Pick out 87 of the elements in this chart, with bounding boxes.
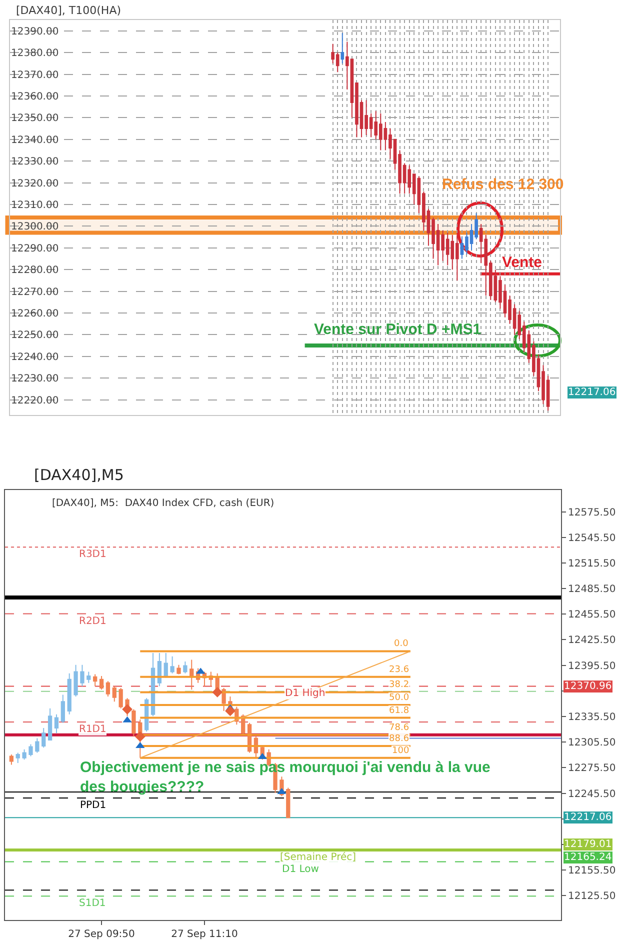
y-tick-label: 12305.50 [568, 738, 616, 749]
series-label: 78.6 [389, 723, 410, 733]
y-tick-label: 12260.00 [11, 308, 59, 320]
candlestick [176, 664, 181, 675]
y-tick-label: 12330.00 [11, 156, 59, 168]
y-tick-label: 12275.50 [568, 763, 616, 774]
candlestick [9, 754, 14, 766]
ref-line-label: PPD1 [80, 800, 106, 811]
ref-line-label: Vente [502, 254, 542, 271]
ref-line-label: Vente sur Pivot D +MS1 [314, 321, 482, 338]
candlestick [132, 708, 136, 738]
chart-title: [DAX40],M5 [34, 466, 124, 484]
text: 12165.24 [564, 852, 612, 863]
series-label: 0.0 [394, 639, 409, 649]
candlestick [106, 680, 110, 697]
text: 12179.01 [564, 839, 612, 850]
x-tick-label: 27 Sep 11:10 [171, 929, 238, 940]
y-tick-label: 12230.00 [11, 374, 59, 385]
candlestick [170, 656, 174, 674]
y-tick-label: 12380.00 [11, 48, 59, 60]
candlestick [340, 32, 344, 64]
candlestick [99, 675, 104, 690]
candlestick [35, 738, 40, 754]
y-tick-label: 12250.00 [11, 330, 59, 342]
candlestick [60, 694, 65, 724]
ref-line-label: R2D1 [79, 616, 106, 627]
candlestick [80, 664, 84, 687]
x-tick-label: 27 Sep 09:50 [68, 929, 135, 940]
candlestick [74, 664, 78, 697]
candlestick [42, 728, 46, 748]
series-label: 88.6 [389, 734, 410, 744]
y-tick-label: 12290.00 [11, 243, 59, 254]
candlestick [86, 671, 91, 684]
y-tick-label: 12335.50 [568, 712, 616, 724]
candlestick [22, 748, 26, 760]
text: 12217.06 [564, 812, 612, 823]
text: 12370.96 [564, 681, 612, 692]
y-tick-label: 12370.00 [11, 70, 59, 81]
y-tick-label: 12360.00 [11, 91, 59, 102]
candlestick [54, 714, 59, 734]
candlestick [112, 686, 116, 702]
y-tick-label: 12155.50 [568, 866, 616, 877]
chart-title: [DAX40], T100(HA) [16, 4, 122, 17]
ref-line-label: R3D1 [79, 549, 106, 560]
candlestick [48, 708, 52, 740]
candlestick [16, 752, 20, 764]
text: 12217.06 [568, 387, 616, 398]
candlestick [118, 687, 123, 709]
y-tick-label: 12425.50 [568, 635, 616, 646]
series-label: 38.2 [389, 680, 410, 690]
annotation: Refus des 12 300 [442, 176, 564, 193]
candlestick [157, 652, 162, 687]
y-tick-label: 12310.00 [11, 200, 59, 211]
y-tick-label: 12545.50 [568, 532, 616, 544]
y-tick-label: 12125.50 [568, 891, 616, 902]
series-label: 50.0 [389, 693, 410, 703]
y-tick-label: 12300.00 [11, 222, 59, 233]
series-label: 61.8 [389, 706, 410, 716]
ref-line-label: [Semaine Préc] [280, 852, 356, 863]
y-tick-label: 12395.50 [568, 660, 616, 672]
y-tick-label: 12350.00 [11, 113, 59, 124]
y-tick-label: 12340.00 [11, 134, 59, 146]
y-tick-label: 12240.00 [11, 352, 59, 363]
candlestick [93, 674, 98, 687]
series-label: 23.6 [389, 665, 410, 675]
ref-line-label: S1D1 [79, 898, 106, 909]
y-tick-label: 12515.50 [568, 558, 616, 570]
y-tick-label: 12320.00 [11, 178, 59, 190]
candlestick [190, 659, 194, 690]
y-tick-label: 12455.50 [568, 610, 616, 621]
text: [DAX40], M5: DAX40 Index CFD, cash (EUR) [52, 498, 274, 509]
candlestick [286, 787, 290, 818]
candlestick [28, 744, 33, 757]
y-tick-label: 12245.50 [568, 788, 616, 800]
ref-line-label: D1 Low [282, 864, 319, 875]
y-tick-label: 12485.50 [568, 584, 616, 596]
candlestick [164, 652, 168, 678]
candlestick [67, 672, 72, 715]
ref-line-label: D1 High [285, 688, 326, 699]
y-tick-label: 12280.00 [11, 265, 59, 276]
series-label: 100 [392, 746, 410, 756]
candlestick [183, 660, 188, 674]
y-tick-label: 12270.00 [11, 286, 59, 298]
y-tick-label: 12575.50 [568, 507, 616, 518]
ref-line-label: R1D1 [79, 724, 106, 735]
y-tick-label: 12390.00 [11, 26, 59, 38]
y-tick-label: 12220.00 [11, 395, 59, 406]
